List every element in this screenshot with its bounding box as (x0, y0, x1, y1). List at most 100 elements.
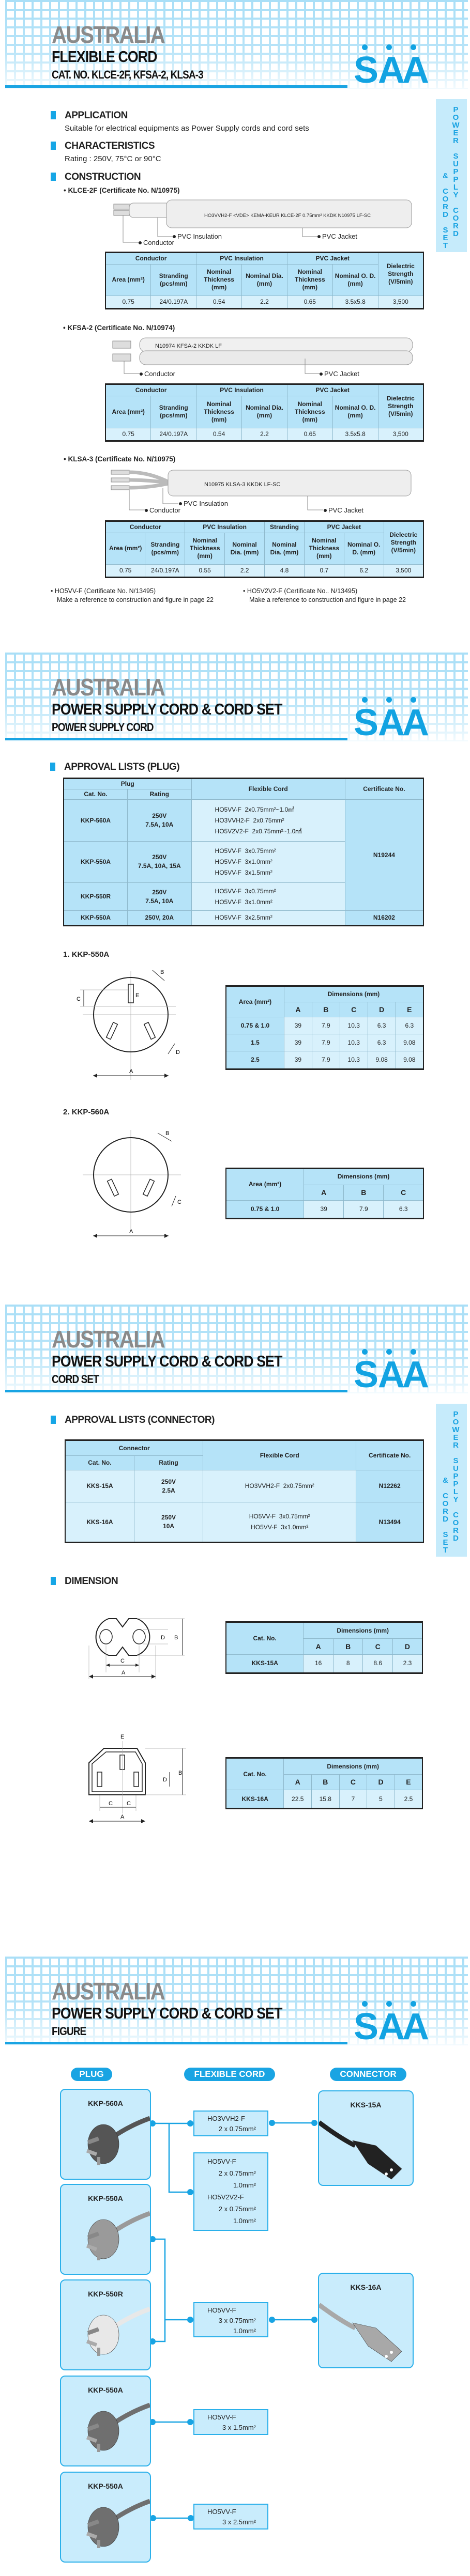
table-cell: 7.9 (311, 1017, 340, 1035)
dim-label-d: D (163, 1777, 167, 1783)
column-header: C (383, 1184, 424, 1201)
cable-title: • KLCE-2F (Certificate No. N/10975) (64, 187, 180, 194)
flexible-cord-card[interactable]: HO5VV-F 3 x 2.5mm² (193, 2504, 268, 2530)
side-tab: POWER SUPPLY CORD & CORD SET (436, 1404, 467, 1557)
certificate-cell: N19244 (344, 799, 424, 911)
table-row: 0.75 24/0.197A 0.54 2.2 0.65 3.5x5.8 3,500 (105, 295, 424, 309)
kkp-550a-dimension-table: Area (mm²) Dimensions (mm) A B C D E 0.75 & 1.0… (225, 985, 424, 1070)
page-subtitle: CAT. NO. KLCE-2F, KFSA-2, KLSA-3 (52, 68, 204, 81)
table-row: KKS-15A 16 8 8.6 2.3 (225, 1654, 423, 1674)
cord-spec-line: HO5VV-F (207, 2413, 236, 2421)
logo-dot-icon (362, 697, 368, 703)
table-cell: 39 (283, 1017, 312, 1035)
logo-dot-icon (411, 1349, 416, 1355)
cable-spec-table: Conductor PVC Insulation Stranding PVC Jack… (105, 520, 424, 578)
rating-cell: 250V 10A (133, 1502, 204, 1543)
bullet-square-icon (50, 763, 55, 771)
logo-letter: A (378, 1354, 405, 1395)
plug-card[interactable]: KKP-550R (60, 2279, 151, 2370)
table-cell: 9.08 (395, 1051, 424, 1069)
certificate-cell: N12262 (356, 1470, 424, 1503)
dim-label-a: A (129, 1229, 133, 1235)
side-tab-left: & CORD SET (441, 172, 450, 249)
logo-letter: A (378, 2006, 405, 2047)
application-heading: APPLICATION (51, 110, 128, 121)
page-title: FLEXIBLE CORD (52, 48, 157, 66)
plug-card[interactable]: KKP-550A (60, 2376, 151, 2466)
flexible-cord-card[interactable]: HO5VV-F 2 x 0.75mm² 1.0mm² HO5V2V2-F 2 x 0.7… (193, 2152, 268, 2231)
flexible-cord-card[interactable]: HO5VV-F 3 x 0.75mm² 1.0mm² (193, 2302, 268, 2337)
connector-card[interactable]: KKS-15A (318, 2090, 414, 2186)
approval-connector-table: Connector Flexible Cord Certificate No. Cat… (65, 1439, 424, 1543)
dim-label-c: C (127, 1801, 131, 1807)
table-cell: 0.75 (105, 564, 146, 578)
kkp-560a-dimension-table: Area (mm²) Dimensions (mm) A B C 0.75 & 1.0 39… (225, 1168, 424, 1219)
cable-print-text: N10974 KFSA-2 KKDK LF (155, 343, 222, 349)
logo-letter: A (402, 50, 429, 91)
table-cell: 7.9 (311, 1051, 340, 1069)
column-header: Area (mm²) (105, 263, 151, 296)
cord-spec-line: HO5VV-F (207, 2158, 236, 2165)
table-cell: 15.8 (311, 1790, 340, 1809)
column-header: A (283, 1002, 312, 1018)
cord-spec-line: 3 x 1.5mm² (222, 2424, 256, 2431)
plug-name: KKP-550A (88, 2482, 123, 2490)
cable-klce-2f-drawing: HO3VVH2-F <VDE> KEMA-KEUR KLCE-2F 0.75mm… (113, 199, 412, 243)
table-cell: 6.3 (367, 1017, 396, 1035)
table-cell: 0.75 (105, 295, 151, 309)
logo-letter: A (378, 702, 405, 743)
kks-16a-dimension-table: Cat. No. Dimensions (mm) A B C D E KKS-16A 22.5 1… (225, 1757, 423, 1809)
column-header: Nominal Thickness (mm) (185, 532, 225, 565)
table-cell: 2.3 (392, 1654, 423, 1674)
table-cell: 22.5 (283, 1790, 312, 1809)
bullet-square-icon (51, 1577, 56, 1585)
dim-label-b: B (178, 1770, 182, 1776)
page-title: POWER SUPPLY CORD & CORD SET (52, 700, 282, 718)
header-rule (5, 738, 347, 740)
cord-spec-line: 1.0mm² (233, 2327, 256, 2335)
flexible-cord-card[interactable]: HO5VV-F 3 x 1.5mm² (193, 2409, 268, 2435)
column-header: E (394, 1774, 423, 1791)
dim-label-b: B (174, 1635, 178, 1641)
plug-name: KKP-550R (88, 2290, 123, 2298)
dim-label-a: A (122, 1670, 126, 1676)
flexible-cord-card[interactable]: HO3VVH2-F 2 x 0.75mm² (193, 2111, 268, 2136)
table-row: 0.75 & 1.0 39 7.9 10.3 6.3 6.3 (225, 1017, 424, 1035)
plug-card[interactable]: KKP-560A (60, 2089, 151, 2180)
diagram-title: 1. KKP-550A (63, 950, 110, 959)
page-header: AUSTRALIA FLEXIBLE CORD CAT. NO. KLCE-2F, … (5, 0, 468, 89)
page-header: AUSTRALIA POWER SUPPLY CORD & CORD SET POW… (5, 653, 468, 741)
plug-photo-icon (86, 2499, 150, 2548)
logo-letter: S (354, 702, 379, 743)
table-row: 1.5 39 7.9 10.3 6.3 9.08 (225, 1034, 424, 1052)
table-cell: 0.65 (286, 295, 333, 309)
page-header: AUSTRALIA POWER SUPPLY CORD & CORD SET FIG… (5, 1957, 468, 2045)
dimensions-header: Dimensions (mm) (303, 1621, 423, 1639)
plug-kkp-550a-dimension-drawing: A B C D E (77, 969, 180, 1080)
table-cell: 1.5 (225, 1034, 284, 1052)
plug-card[interactable]: KKP-550A (60, 2184, 151, 2275)
table-cell: 0.75 & 1.0 (225, 1017, 284, 1035)
page-subtitle: POWER SUPPLY CORD (52, 721, 154, 734)
table-cell: 2.5 (394, 1790, 423, 1809)
connector-column-label: CONNECTOR (330, 2068, 406, 2081)
flexible-cord-column-label: FLEXIBLE CORD (184, 2068, 275, 2081)
connector-card[interactable]: KKS-16A (318, 2273, 414, 2368)
plug-card[interactable]: KKP-550A (60, 2472, 151, 2563)
cable-spec-table: Conductor PVC Insulation PVC Jacket Dielect… (105, 252, 424, 309)
dielectric-header: Dielectric Strength (V/5min) (377, 384, 424, 428)
table-cell: 0.7 (304, 564, 344, 578)
cord-spec-line: HO5VV-F (207, 2306, 236, 2314)
cable-title: • KLSA-3 (Certificate No. N/10975) (64, 455, 176, 463)
column-header: B (343, 1184, 384, 1201)
table-row: 0.75 24/0.197A 0.54 2.2 0.65 3.5x5.8 3,500 (105, 427, 424, 441)
table-cell: 7.9 (343, 1200, 384, 1219)
logo-letter: A (402, 2006, 429, 2047)
label-pvc-insulation: PVC Insulation (179, 500, 228, 507)
rating-cell: 250V 7.5A, 10A (127, 799, 192, 842)
kks-15a-dimension-drawing: A B C D (88, 1618, 185, 1679)
table-row: KKP-560A 250V 7.5A, 10A HO5VV-F 2x0.75mm²~1… (63, 799, 424, 911)
page-subtitle: CORD SET (52, 1373, 99, 1386)
table-row: KKS-15A 250V 2.5A HO3VVH2-F 2x0.75mm² N12262 (65, 1470, 424, 1503)
column-header: Nominal Thickness (mm) (286, 395, 333, 428)
